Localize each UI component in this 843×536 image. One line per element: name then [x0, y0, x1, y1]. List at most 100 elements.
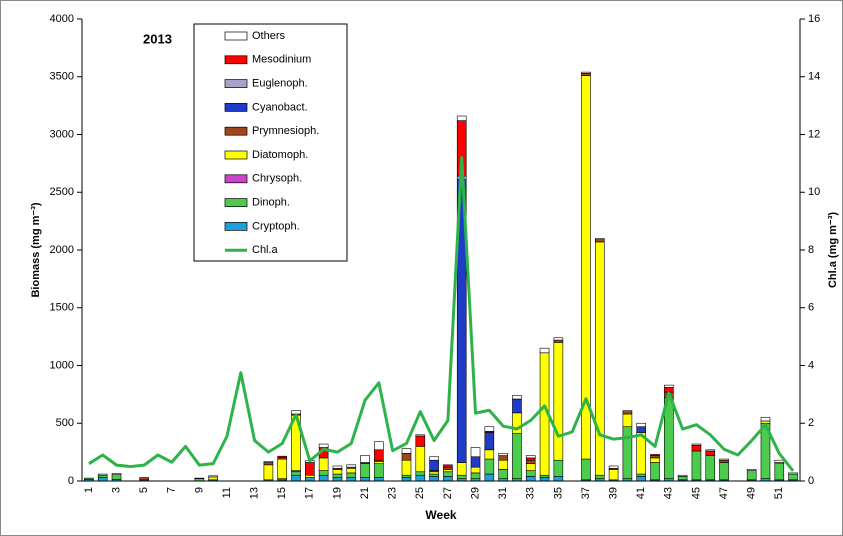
bar-segment [456, 474, 467, 479]
bar-segment [608, 469, 619, 481]
x-tick-label: 37 [580, 487, 592, 499]
legend-box [193, 23, 348, 262]
bar-segment [774, 463, 785, 481]
x-tick-label: 5 [138, 487, 150, 493]
bar-segment [291, 474, 301, 482]
y-tick-label: 0 [68, 475, 74, 487]
bar-segment [318, 470, 329, 476]
line [88, 156, 795, 472]
bar-segment [594, 239, 605, 243]
bar-segment [622, 413, 633, 428]
bar-segment [443, 464, 453, 468]
bar-segment [484, 426, 495, 432]
bar-segment [263, 462, 274, 466]
y2-tick-label: 12 [808, 128, 820, 140]
legend-swatch [224, 79, 248, 88]
bar-segment [415, 434, 426, 437]
bar-segment [374, 461, 384, 464]
legend-swatch [224, 31, 248, 41]
x-axis-title: Week [425, 508, 456, 522]
bar-segment [346, 467, 357, 474]
bar-segment [443, 469, 453, 473]
legend-label: Chl.a [252, 244, 279, 256]
y2-tick-label: 4 [808, 359, 814, 371]
bar-segment [277, 455, 288, 458]
y2-tick-label: 16 [808, 13, 820, 25]
x-tick-label: 13 [249, 487, 261, 499]
legend-label: Cryptoph. [252, 220, 300, 232]
bar-segment [401, 452, 412, 461]
bar-segment [374, 449, 384, 461]
legend-swatch [224, 174, 248, 184]
bar-segment [456, 115, 467, 121]
bar-segment [539, 474, 550, 478]
bar-segment [760, 420, 771, 424]
bar-segment [539, 347, 550, 354]
x-tick-label: 51 [773, 487, 785, 499]
bar-segment [346, 477, 357, 482]
bar-segment [401, 474, 412, 478]
bar-segment [525, 455, 536, 459]
legend-label: Chrysoph. [252, 173, 302, 185]
bar-segment [332, 469, 343, 475]
bar-segment [484, 449, 495, 460]
bar-segment [636, 422, 647, 428]
x-tick-label: 19 [331, 487, 343, 499]
bar-segment [498, 452, 508, 456]
bar-segment [277, 458, 288, 479]
x-tick-label: 23 [387, 487, 399, 499]
bar-segment [650, 462, 660, 481]
bar-segment [594, 241, 605, 476]
bar-segment [677, 474, 688, 477]
bar-segment [415, 435, 426, 447]
bar-segment [650, 454, 660, 456]
y-axis-title: Biomass (mg m⁻³) [30, 202, 42, 297]
bar-segment [401, 448, 412, 454]
bar-segment [470, 447, 481, 458]
bar-segment [525, 463, 536, 471]
legend-label: Prymnesioph. [252, 125, 319, 137]
bar-segment [512, 398, 522, 414]
bar-segment [443, 476, 453, 482]
bar-segment [360, 463, 370, 478]
bar-segment [429, 459, 439, 471]
bar-segment [553, 339, 564, 343]
bar-segment [429, 471, 439, 475]
legend-label: Euglenoph. [252, 78, 308, 90]
bar-segment [208, 476, 218, 481]
bar-segment [746, 470, 757, 481]
bar-segment [194, 477, 205, 479]
y-tick-label: 3500 [50, 71, 74, 83]
bar-segment [691, 443, 702, 446]
bar-segment [429, 476, 439, 482]
bar-segment [318, 443, 329, 448]
bar-segment [111, 474, 122, 480]
x-tick-label: 27 [442, 487, 454, 499]
bar-segment [677, 476, 688, 481]
x-tick-label: 47 [718, 487, 730, 499]
bar-segment [553, 476, 564, 482]
bar-segment [788, 473, 798, 481]
bar-segment [650, 455, 660, 459]
x-tick-label: 15 [276, 487, 288, 499]
x-tick-label: 41 [635, 487, 647, 499]
bar-segment [360, 455, 370, 463]
bar-segment [525, 470, 536, 477]
y-tick-label: 4000 [50, 13, 74, 25]
x-tick-label: 17 [304, 487, 316, 499]
bar-segment [443, 466, 453, 470]
bar-segment [443, 471, 453, 477]
bar-segment [525, 476, 536, 482]
bar-segment [429, 456, 439, 461]
bar-segment [332, 465, 343, 469]
bar-segment [97, 474, 108, 478]
legend-swatch [224, 150, 248, 160]
bar-segment [208, 475, 218, 478]
x-tick-label: 21 [359, 487, 371, 499]
bar-segment [346, 464, 357, 468]
x-tick-label: 11 [221, 487, 233, 498]
bar-segment [581, 458, 591, 481]
y2-tick-label: 8 [808, 244, 814, 256]
bar-segment [263, 464, 274, 481]
y-tick-label: 500 [56, 417, 74, 429]
